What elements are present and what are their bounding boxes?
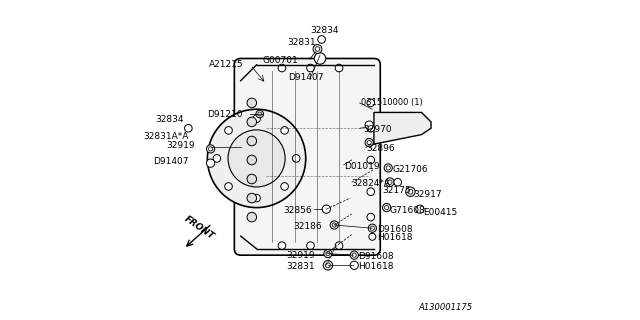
Text: D91210: D91210 [207,109,243,118]
Text: 32856: 32856 [284,206,312,215]
Circle shape [335,64,343,72]
Circle shape [292,155,300,162]
Text: FRONT: FRONT [183,215,216,242]
Circle shape [326,263,330,268]
Circle shape [406,187,415,196]
Text: 32831A*A: 32831A*A [143,132,188,141]
Circle shape [383,204,391,212]
Circle shape [247,117,257,127]
Text: 32175: 32175 [382,186,410,195]
Text: G00701: G00701 [262,56,298,65]
Circle shape [350,251,358,259]
Text: 32970: 32970 [363,125,392,134]
Circle shape [314,53,326,64]
Circle shape [225,183,232,190]
Circle shape [207,109,306,208]
Circle shape [253,194,260,202]
Circle shape [281,127,289,134]
Circle shape [247,174,257,184]
Text: D91608: D91608 [377,225,413,234]
Text: 32831: 32831 [287,38,316,47]
Circle shape [253,115,260,123]
Text: H01618: H01618 [358,262,394,271]
Circle shape [247,136,257,146]
Circle shape [324,250,332,258]
Circle shape [225,127,232,134]
Circle shape [367,124,374,132]
Circle shape [371,226,374,230]
Circle shape [367,99,374,107]
Circle shape [278,242,285,250]
Circle shape [408,189,413,194]
Circle shape [367,140,371,145]
Circle shape [416,205,424,213]
Text: H01618: H01618 [377,233,413,242]
Text: 32186: 32186 [293,222,321,231]
Circle shape [385,178,394,187]
Text: 32919: 32919 [287,251,316,260]
Circle shape [247,98,257,108]
Circle shape [367,156,374,164]
Circle shape [330,221,339,229]
Circle shape [352,253,356,257]
Circle shape [318,36,325,43]
Circle shape [350,261,358,269]
Circle shape [258,112,262,116]
Text: A130001175: A130001175 [418,303,472,312]
Circle shape [326,252,330,256]
Circle shape [394,178,401,186]
Circle shape [207,159,214,167]
Text: A21215: A21215 [209,60,244,69]
Text: 32919: 32919 [166,141,195,150]
Text: E00415: E00415 [423,208,458,217]
Circle shape [207,145,214,153]
Text: D91407: D91407 [288,73,323,82]
Text: D91407: D91407 [153,157,188,166]
Circle shape [386,166,390,170]
Circle shape [367,213,374,221]
Circle shape [369,233,376,240]
Text: D91608: D91608 [358,252,394,261]
Circle shape [184,124,192,132]
Circle shape [213,155,221,162]
Circle shape [313,44,322,53]
Text: 32834: 32834 [310,26,339,35]
Circle shape [332,223,337,227]
Circle shape [322,205,330,213]
Circle shape [247,193,257,203]
Circle shape [307,242,314,250]
Circle shape [365,139,373,147]
Text: G71608: G71608 [390,206,426,215]
Text: 32917: 32917 [413,190,442,199]
Circle shape [388,180,392,184]
Circle shape [278,64,285,72]
Circle shape [384,164,392,172]
Circle shape [365,121,373,129]
PathPatch shape [374,112,431,144]
Text: D01019: D01019 [344,162,380,171]
Text: 031510000 (1): 031510000 (1) [361,99,423,108]
Text: 32834: 32834 [155,115,184,124]
Text: 32831: 32831 [287,262,316,271]
Circle shape [385,205,388,210]
Circle shape [247,212,257,222]
Circle shape [281,183,289,190]
Circle shape [307,64,314,72]
Circle shape [367,188,374,196]
Circle shape [209,147,212,151]
Circle shape [247,155,257,165]
Circle shape [368,224,376,232]
Circle shape [316,47,320,51]
Circle shape [256,110,264,118]
Text: 32896: 32896 [366,144,395,153]
Circle shape [335,242,343,250]
Circle shape [228,130,285,187]
Text: G21706: G21706 [393,165,429,174]
Circle shape [323,260,333,270]
FancyBboxPatch shape [234,59,380,255]
Text: 32824*A: 32824*A [352,179,391,188]
